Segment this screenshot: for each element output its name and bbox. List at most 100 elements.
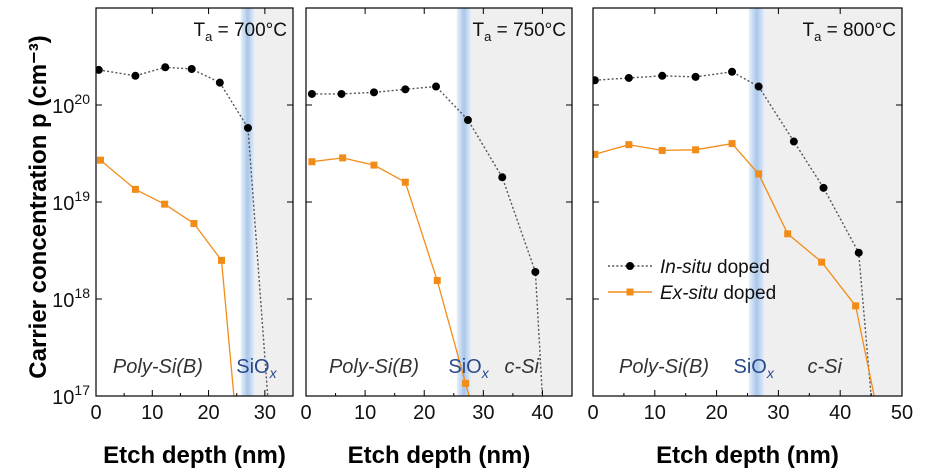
plot-area <box>96 63 269 396</box>
ex-situ-data-point <box>755 170 763 178</box>
in-situ-data-point <box>243 123 252 132</box>
ex-situ-data-point <box>593 150 599 158</box>
x-tick-label: 10 <box>644 402 666 424</box>
x-tick-label: 10 <box>141 402 163 424</box>
ex-situ-data-point <box>658 146 666 154</box>
in-situ-data-point <box>369 88 378 97</box>
x-tick-label: 40 <box>829 402 851 424</box>
in-situ-series-line <box>594 71 872 396</box>
ex-situ-data-point <box>818 258 826 266</box>
oxide-band <box>748 8 765 396</box>
ex-situ-data-point <box>462 379 470 387</box>
ex-situ-data-point <box>784 230 792 238</box>
ex-situ-data-point <box>728 140 736 148</box>
x-tick-label: 50 <box>891 402 913 424</box>
x-tick-label: 0 <box>587 402 598 424</box>
in-situ-data-point <box>531 267 540 276</box>
ex-situ-data-point <box>308 158 316 166</box>
region-label: Poly-Si(B) <box>329 356 419 378</box>
x-tick-label: 0 <box>300 402 311 424</box>
y-tick-label: 1017 <box>52 382 90 409</box>
c-si-region <box>764 8 902 396</box>
x-tick-label: 20 <box>197 402 219 424</box>
in-situ-data-point <box>337 89 346 98</box>
in-situ-data-point <box>854 248 863 257</box>
x-tick-label: 0 <box>90 402 101 424</box>
ex-situ-data-point <box>433 277 441 285</box>
ex-situ-series-line <box>100 159 235 396</box>
x-tick-label: 10 <box>354 402 376 424</box>
in-situ-data-point <box>161 63 170 72</box>
x-axis-title: Etch depth (nm) <box>103 442 286 469</box>
x-axis-title: Etch depth (nm) <box>348 442 531 469</box>
in-situ-data-point <box>593 76 599 85</box>
in-situ-data-point <box>307 89 316 98</box>
legend-marker <box>626 288 634 296</box>
in-situ-data-point <box>754 82 763 91</box>
y-axis-title: Carrier concentration p (cm⁻³) <box>25 35 52 378</box>
y-tick-label: 1019 <box>52 188 90 215</box>
temperature-label: Ta = 700°C <box>193 20 287 44</box>
x-axis-title: Etch depth (nm) <box>656 442 839 469</box>
in-situ-data-point <box>401 85 410 94</box>
in-situ-data-point <box>728 67 737 76</box>
in-situ-data-point <box>819 183 828 192</box>
in-situ-data-point <box>789 137 798 146</box>
in-situ-data-point <box>463 116 472 125</box>
plot-area <box>593 67 875 396</box>
ex-situ-data-point <box>852 302 860 310</box>
x-tick-label: 30 <box>254 402 276 424</box>
x-tick-label: 20 <box>413 402 435 424</box>
ex-situ-data-point <box>625 141 633 149</box>
legend-label: Ex-situ doped <box>660 283 776 304</box>
y-tick-label: 1020 <box>52 91 90 118</box>
oxide-band <box>240 8 255 396</box>
in-situ-data-point <box>215 78 224 87</box>
in-situ-data-point <box>498 173 507 182</box>
panel-3: 0 10 20 30 40 50 Etch depth (nm) Ta = 800°C Poly… <box>587 7 913 469</box>
in-situ-data-point <box>658 71 667 80</box>
x-tick-label: 30 <box>472 402 494 424</box>
oxide-region-label: SiOx <box>448 356 489 381</box>
x-tick-label: 20 <box>705 402 727 424</box>
c-si-region <box>471 8 572 396</box>
region-label: c-Si <box>808 356 843 378</box>
in-situ-data-point <box>96 65 103 74</box>
in-situ-data-point <box>432 82 441 91</box>
in-situ-data-point <box>691 72 700 81</box>
plot-area <box>307 82 544 396</box>
region-label: c-Si <box>505 356 540 378</box>
oxide-band <box>456 8 472 396</box>
ex-situ-data-point <box>97 156 105 164</box>
legend: In-situ doped Ex-situ doped <box>608 257 776 304</box>
temperature-label: Ta = 800°C <box>802 20 896 44</box>
x-tick-label: 30 <box>767 402 789 424</box>
x-tick-label: 40 <box>531 402 553 424</box>
in-situ-data-point <box>187 65 196 74</box>
ex-situ-data-point <box>218 256 226 264</box>
legend-marker <box>626 262 634 270</box>
temperature-label: Ta = 750°C <box>472 20 566 44</box>
ex-situ-data-point <box>339 154 347 162</box>
y-tick-label: 1018 <box>52 285 90 312</box>
in-situ-data-point <box>131 71 140 80</box>
ex-situ-data-point <box>161 200 169 208</box>
oxide-region-label: SiOx <box>734 356 775 381</box>
ex-situ-series-line <box>594 142 875 396</box>
ex-situ-data-point <box>401 178 409 186</box>
in-situ-series-line <box>311 85 544 396</box>
c-si-region <box>254 8 293 396</box>
region-label: Poly-Si(B) <box>113 356 203 378</box>
ex-situ-data-point <box>692 146 700 154</box>
ex-situ-data-point <box>370 161 378 169</box>
region-label: Poly-Si(B) <box>619 356 709 378</box>
ex-situ-data-point <box>131 185 139 193</box>
legend-label: In-situ doped <box>660 257 770 278</box>
ex-situ-data-point <box>190 220 198 228</box>
oxide-region-label: SiOx <box>236 356 277 381</box>
in-situ-data-point <box>624 73 633 82</box>
